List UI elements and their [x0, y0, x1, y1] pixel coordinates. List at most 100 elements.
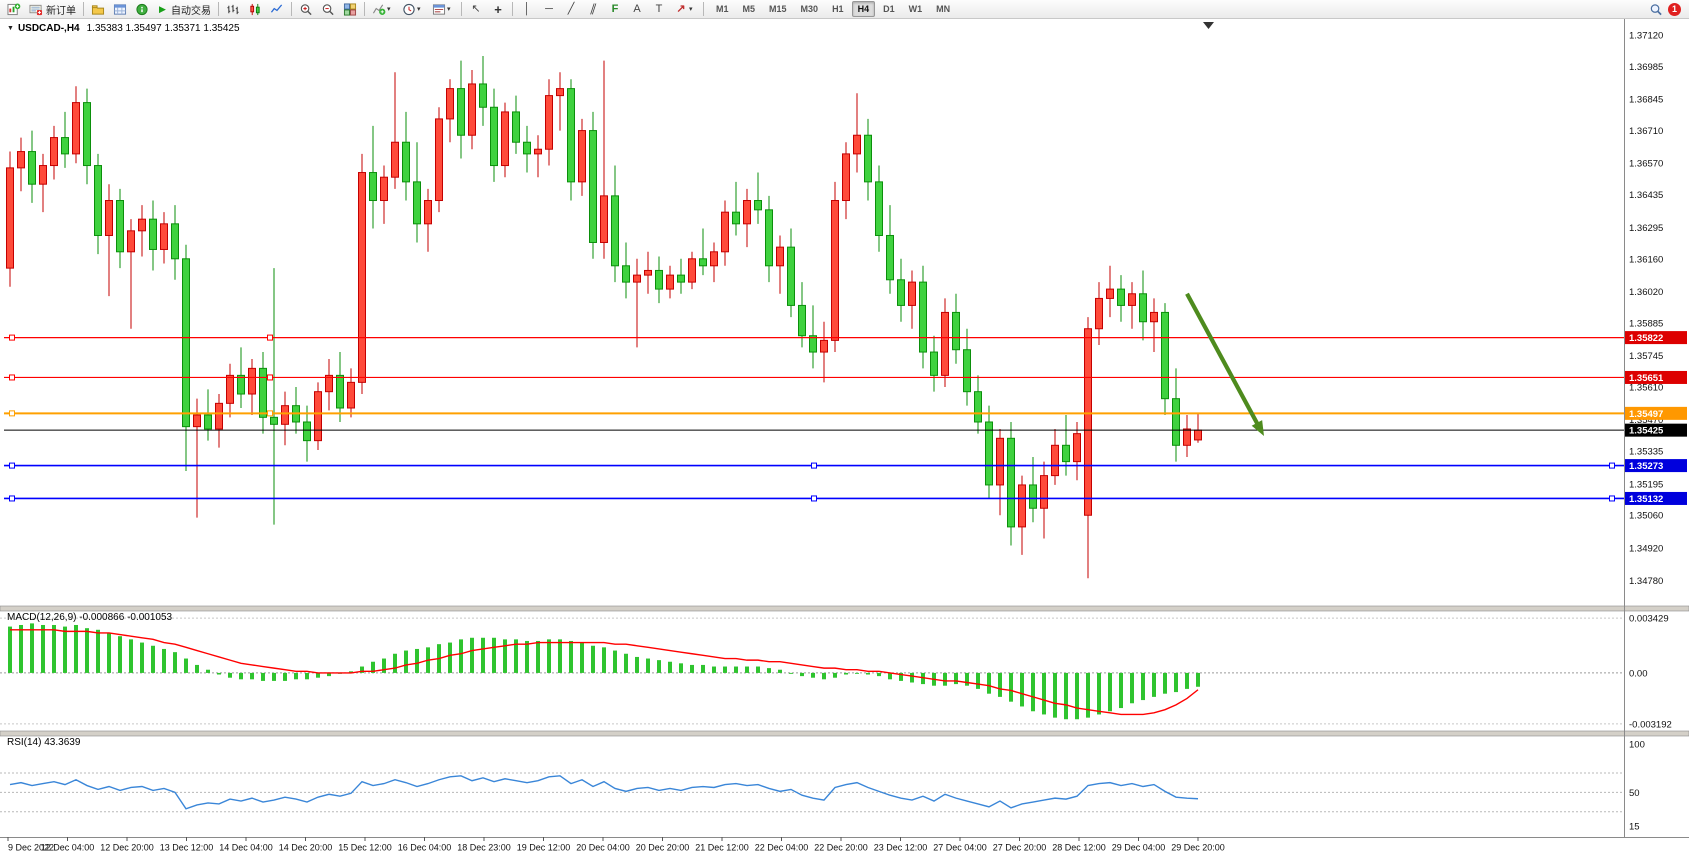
new-order-button[interactable]: 新订单: [26, 0, 79, 19]
macd-histogram-bar: [382, 658, 386, 673]
auto-trading-button[interactable]: ▶ 自动交易: [154, 0, 214, 19]
timeframe-button-h1[interactable]: H1: [832, 4, 844, 14]
horizontal-line-button[interactable]: ─: [539, 0, 559, 19]
candlestick-button[interactable]: [245, 0, 265, 19]
market-watch-icon: [113, 3, 127, 15]
hline-handle[interactable]: [267, 334, 273, 341]
macd-histogram-bar: [173, 652, 177, 673]
notification-badge[interactable]: 1: [1668, 2, 1681, 16]
panel-separator[interactable]: [0, 605, 1689, 612]
candle: [721, 211, 729, 253]
macd-histogram-bar: [866, 672, 870, 675]
timeframe-button-mn[interactable]: MN: [936, 4, 951, 14]
candle: [589, 130, 597, 243]
trendline-button[interactable]: ╱: [561, 0, 581, 19]
vertical-line-button[interactable]: │: [517, 0, 537, 19]
hline-handle[interactable]: [811, 495, 817, 502]
macd-histogram-bar: [96, 629, 100, 673]
macd-axis-label: 0.003429: [1629, 614, 1669, 625]
profiles-button[interactable]: [88, 0, 108, 19]
hline-handle[interactable]: [9, 374, 15, 381]
candle: [215, 402, 223, 430]
candle: [853, 134, 861, 155]
timeframe-button-h4[interactable]: H4: [851, 1, 876, 17]
indicators-button[interactable]: ▾: [369, 0, 397, 19]
bar-chart-button[interactable]: [223, 0, 243, 19]
text-button[interactable]: A: [627, 0, 647, 19]
zoom-out-button[interactable]: [318, 0, 338, 19]
time-axis-label: 19 Dec 12:00: [517, 843, 571, 853]
hline-handle[interactable]: [9, 334, 15, 341]
line-chart-button[interactable]: [267, 0, 287, 19]
candle: [644, 269, 652, 276]
hline-handle[interactable]: [811, 462, 817, 469]
hline-handle[interactable]: [1609, 462, 1615, 469]
candle: [72, 102, 80, 155]
timeframe-button-m30[interactable]: M30: [800, 4, 819, 14]
search-icon[interactable]: [1649, 3, 1663, 16]
macd-histogram-bar: [481, 637, 485, 673]
price-axis-label: 1.36435: [1629, 190, 1663, 201]
hline-handle[interactable]: [9, 462, 15, 469]
macd-histogram-bar: [888, 672, 892, 680]
candle: [798, 304, 806, 337]
rsi-axis-label: 100: [1629, 739, 1645, 750]
label-button[interactable]: T: [649, 0, 669, 19]
candle: [864, 134, 872, 183]
macd-histogram-bar: [1196, 672, 1200, 687]
chart-area: 1.37120 1.36985 1.36845 1.36710 1.36570 1.364…: [0, 19, 1689, 859]
price-badge-label: 1.35273: [1629, 461, 1663, 472]
arrows-button[interactable]: ↗ ▾: [671, 0, 699, 19]
timeframe-button-m1[interactable]: M1: [716, 4, 729, 14]
timeframe-button-m5[interactable]: M5: [742, 4, 756, 14]
candle: [270, 416, 278, 425]
macd-histogram-bar: [668, 661, 672, 673]
timeframe-button-d1[interactable]: D1: [883, 4, 895, 14]
hline-handle[interactable]: [1609, 495, 1615, 502]
macd-histogram-bar: [261, 672, 265, 681]
candle: [886, 234, 894, 281]
candle: [655, 269, 663, 290]
candle: [1040, 475, 1048, 509]
templates-button[interactable]: ▾: [429, 0, 457, 19]
macd-histogram-bar: [536, 640, 540, 673]
new-chart-button[interactable]: [4, 0, 24, 19]
candle: [633, 274, 641, 283]
panel-separator[interactable]: [0, 730, 1689, 737]
candle: [6, 167, 14, 269]
candle: [974, 391, 982, 423]
macd-histogram-bar: [921, 672, 925, 685]
cursor-button[interactable]: ↖: [466, 0, 486, 19]
macd-histogram-bar: [811, 672, 815, 678]
timeframe-button-w1[interactable]: W1: [908, 4, 923, 14]
chevron-down-icon: ▾: [417, 6, 421, 13]
hline-handle[interactable]: [267, 374, 273, 381]
price-axis-label: 1.35610: [1629, 383, 1663, 394]
hline-handle[interactable]: [9, 495, 15, 502]
crosshair-button[interactable]: +: [488, 0, 508, 19]
timeframe-button-m15[interactable]: M15: [769, 4, 787, 14]
tile-windows-button[interactable]: [340, 0, 360, 19]
candle: [545, 95, 553, 150]
candle: [1194, 429, 1202, 441]
auto-trading-label: 自动交易: [171, 5, 211, 17]
macd-histogram-bar: [371, 661, 375, 673]
periods-button[interactable]: ▾: [399, 0, 427, 19]
macd-axis-label: -0.003192: [1629, 719, 1672, 730]
hline-handle[interactable]: [9, 410, 15, 417]
hline-handle[interactable]: [267, 410, 273, 417]
trend-arrow[interactable]: [1185, 292, 1262, 430]
chart-shift-marker-icon[interactable]: [1203, 22, 1214, 29]
macd-histogram-bar: [635, 656, 639, 673]
zoom-in-button[interactable]: [296, 0, 316, 19]
toolbar-separator: [461, 2, 462, 16]
data-window-button[interactable]: [132, 0, 152, 19]
macd-histogram-bar: [954, 672, 958, 685]
macd-histogram-bar: [250, 672, 254, 680]
candle: [402, 141, 410, 183]
time-axis-label: 14 Dec 04:00: [219, 843, 273, 853]
channel-button[interactable]: ∥: [583, 0, 603, 19]
market-watch-button[interactable]: [110, 0, 130, 19]
time-axis-label: 22 Dec 04:00: [755, 843, 809, 853]
fibonacci-button[interactable]: F: [605, 0, 625, 19]
